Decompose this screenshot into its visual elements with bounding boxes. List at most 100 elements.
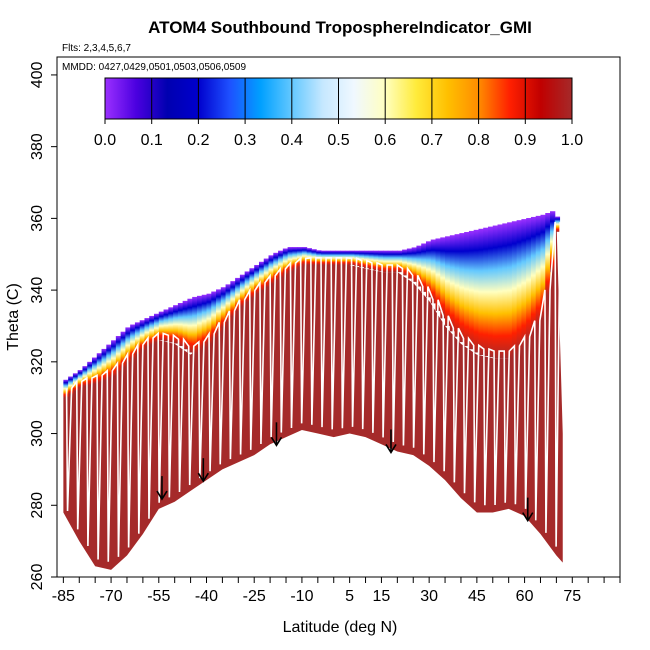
stratosphere-column <box>182 300 188 350</box>
stratosphere-column <box>454 234 460 337</box>
stratosphere-column <box>425 241 432 298</box>
stratosphere-column <box>106 344 112 379</box>
stratosphere-column <box>220 287 227 328</box>
x-tick-label: 30 <box>420 588 438 605</box>
stratosphere-column <box>340 250 346 265</box>
stratosphere-column <box>430 239 437 304</box>
x-tick-label: -55 <box>147 588 170 605</box>
stratosphere-column <box>497 224 503 359</box>
stratosphere-column <box>96 353 103 383</box>
stratosphere-column <box>87 361 93 386</box>
stratosphere-column <box>516 220 522 352</box>
colorbar-tick-label: 0.3 <box>234 132 256 149</box>
stratosphere-column <box>115 336 122 372</box>
stratosphere-column <box>473 229 479 353</box>
stratosphere-column <box>206 293 212 344</box>
stratosphere-column <box>507 222 513 359</box>
y-tick-label: 400 <box>29 61 46 88</box>
y-tick-label: 280 <box>29 492 46 519</box>
stratosphere-column <box>263 258 270 288</box>
x-axis: -85 -70 -55 -40 -25 -10 5 15 30 45 60 75 <box>52 576 621 605</box>
stratosphere-column <box>211 291 217 339</box>
stratosphere-column <box>368 250 374 270</box>
stratosphere-column <box>402 249 408 276</box>
stratosphere-column <box>392 250 398 273</box>
stratosphere-column <box>359 250 365 268</box>
stratosphere-column <box>540 214 546 319</box>
stratosphere-column <box>282 248 289 275</box>
stratosphere-column <box>464 232 470 347</box>
down-arrow-icon <box>385 429 397 454</box>
stratosphere-column <box>158 311 165 341</box>
y-axis-label: Theta (C) <box>5 283 22 351</box>
stratosphere-column <box>177 303 184 347</box>
down-arrow-icon <box>197 458 209 483</box>
stratosphere-column <box>363 250 370 269</box>
stratosphere-column <box>478 228 484 356</box>
stratosphere-column <box>101 348 107 381</box>
stratosphere-column <box>225 284 231 323</box>
stratosphere-column <box>249 268 255 298</box>
stratosphere-column <box>406 248 413 279</box>
stratosphere-column <box>550 211 556 273</box>
stratosphere-column <box>187 298 193 353</box>
colorbar-tick-label: 0.5 <box>327 132 349 149</box>
stratosphere-column <box>545 213 551 296</box>
y-tick-label: 260 <box>29 564 46 591</box>
down-arrow-icon <box>270 422 283 447</box>
plot-content <box>63 211 563 570</box>
stratosphere-column <box>216 289 222 334</box>
x-tick-label: 75 <box>563 588 581 605</box>
colorbar-tick-label: 0.4 <box>281 132 303 149</box>
stratosphere-column <box>196 295 203 351</box>
stratosphere-column <box>321 250 327 265</box>
stratosphere-column <box>192 296 198 354</box>
x-tick-label: -25 <box>243 588 266 605</box>
x-tick-label: -85 <box>52 588 75 605</box>
stratosphere-column <box>273 252 279 281</box>
y-tick-label: 320 <box>29 348 46 375</box>
stratosphere-column <box>311 249 317 265</box>
stratosphere-column <box>201 294 207 348</box>
x-tick-label: -10 <box>290 588 313 605</box>
stratosphere-column <box>297 247 303 268</box>
stratosphere-column <box>77 370 83 389</box>
stratosphere-column <box>125 327 131 364</box>
stratosphere-column <box>230 281 236 317</box>
plot-area: MMDD: 0427,0429,0501,0503,0506,0509 <box>56 56 621 578</box>
y-axis: 260 280 300 320 340 360 380 400 <box>29 61 57 590</box>
colorbar-ticks: 0.0 0.1 0.2 0.3 0.4 0.5 0.6 0.7 0.8 0.9 1.0 <box>94 78 583 149</box>
y-tick-label: 380 <box>29 133 46 160</box>
stratosphere-column <box>459 233 465 343</box>
x-tick-label: 5 <box>345 588 354 605</box>
stratosphere-column <box>421 243 427 292</box>
stratosphere-column <box>378 250 384 272</box>
stratosphere-column <box>306 248 312 265</box>
stratosphere-column <box>268 255 274 285</box>
x-axis-label: Latitude (deg N) <box>283 619 398 636</box>
stratosphere-column <box>254 265 260 294</box>
stratosphere-column <box>387 250 394 273</box>
x-tick-label: -70 <box>100 588 123 605</box>
stratosphere-column <box>535 215 541 327</box>
stratosphere-column <box>301 247 308 265</box>
stratosphere-column <box>373 250 379 271</box>
stratosphere-column <box>235 277 241 312</box>
stratosphere-column <box>468 230 475 350</box>
x-tick-label: 60 <box>516 588 534 605</box>
stratosphere-column <box>258 261 265 291</box>
stratosphere-column <box>511 221 518 356</box>
stratosphere-column <box>445 236 451 326</box>
stratosphere-column <box>411 247 417 282</box>
stratosphere-column <box>530 216 537 334</box>
stratosphere-column <box>330 250 336 265</box>
y-tick-label: 360 <box>29 205 46 232</box>
stratosphere-column <box>173 305 179 344</box>
stratosphere-column <box>149 315 155 345</box>
down-arrow-icon <box>522 497 534 523</box>
stratosphere-column <box>416 245 422 287</box>
flight-track <box>65 221 562 562</box>
down-arrow-icon <box>156 476 168 501</box>
stratosphere-column <box>487 226 494 358</box>
